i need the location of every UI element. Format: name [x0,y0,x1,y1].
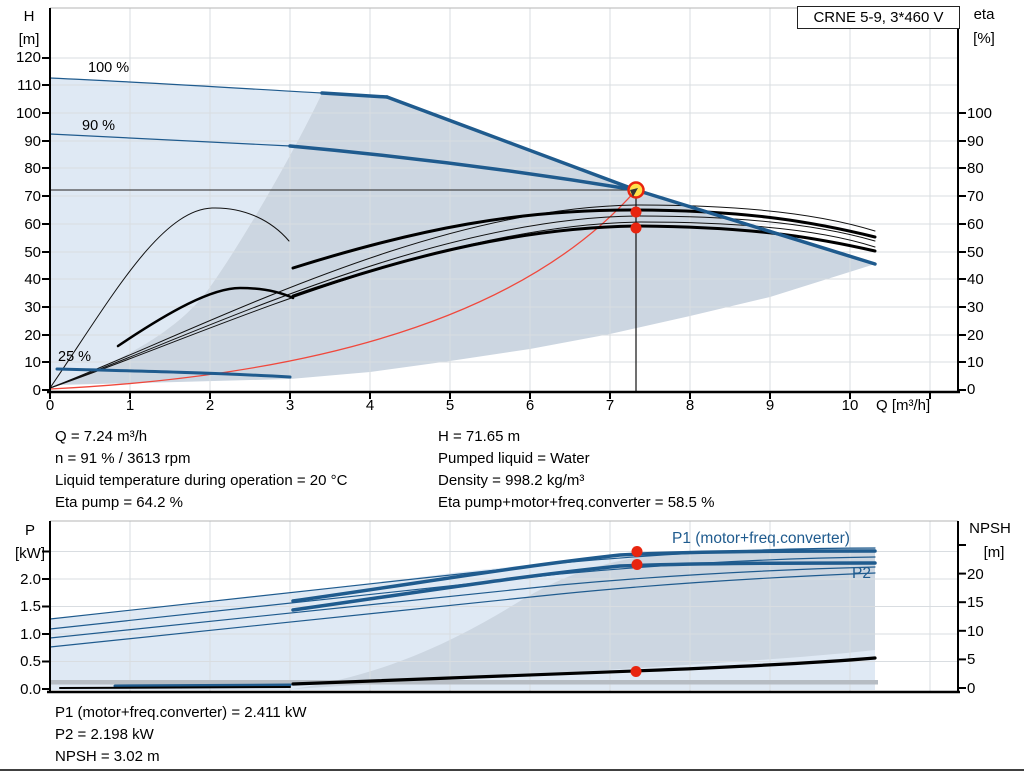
labels-H-axis: 120 [16,49,41,66]
labels-axis-titles-bottom: NPSH [969,520,1011,537]
p-curve-25pct [113,683,292,688]
labels-Q-axis: 1 [126,397,134,414]
labels-eta-axis: 60 [967,216,984,233]
curve-91pct-thick [288,144,638,192]
labels-axis-titles-bottom: [m] [984,544,1005,561]
labels-P-axis: 0.5 [20,653,41,670]
labels-NPSH-axis: 10 [967,623,984,640]
region-light-top [50,78,322,386]
labels-H-axis: 100 [16,105,41,122]
labels-eta-axis: 20 [967,327,984,344]
labels-P-axis: 2.0 [20,571,41,588]
labels-NPSH-axis: 0 [967,680,975,697]
eta-pump-curve-thick [291,208,877,270]
labels-Q-axis: 6 [526,397,534,414]
labels-P-axis: 1.5 [20,598,41,615]
curve-25pct-thick [55,367,292,379]
labels-eta-axis: 50 [967,244,984,261]
eta-arc-low-speed [49,207,290,389]
labels-Q-axis: 3 [286,397,294,414]
label-p1-curve: P1 (motor+freq.converter) [672,530,850,547]
labels-Q-axis: 2 [206,397,214,414]
npsh-duty-marker [630,666,642,677]
p2-curve-thick [291,561,877,612]
duty-info-speed: n = 91 % / 3613 rpm [55,450,191,467]
duty-info-eta-total: Eta pump+motor+freq.converter = 58.5 % [438,494,715,511]
labels-eta-axis: 90 [967,133,984,150]
p1-curve-thick [291,549,877,603]
labels-eta-axis: 0 [967,381,975,398]
labels-H-axis: 80 [24,160,41,177]
eta-curve-thin-3 [49,221,876,389]
labels-H-axis: 10 [24,354,41,371]
duty-info-eta-pump: Eta pump = 64.2 % [55,494,183,511]
labels-Q-axis: 5 [446,397,454,414]
eta-curve-thin-2 [49,215,876,389]
labels-axis-titles-bottom: P [25,522,35,539]
labels-H-axis: 40 [24,271,41,288]
curve-90pct-thin [49,133,291,147]
eta-pump-marker [630,206,642,218]
label-speed-curves: 90 % [82,118,115,134]
labels-axis-titles-top: H [24,8,35,25]
labels-NPSH-axis: 20 [967,566,984,583]
labels-H-axis: 30 [24,299,41,316]
labels-H-axis: 0 [33,382,41,399]
labels-eta-axis: 40 [967,271,984,288]
label-Q-unit: Q [m³/h] [876,397,930,414]
labels-NPSH-axis: 15 [967,594,984,611]
duty-info-q: Q = 7.24 m³/h [55,428,148,445]
labels-Q-axis: 4 [366,397,374,414]
duty-info-p1: P1 (motor+freq.converter) = 2.411 kW [55,704,307,721]
labels-P-axis: 0.0 [20,681,41,698]
labels-H-axis: 20 [24,327,41,344]
labels-eta-axis: 70 [967,188,984,205]
duty-cursor-icon [630,188,638,197]
curve-100pct-thick [320,91,389,99]
duty-info-liquid: Pumped liquid = Water [438,450,590,467]
region-envelope-bottom [293,548,875,689]
labels-Q-axis: 7 [606,397,614,414]
duty-info-p2: P2 = 2.198 kW [55,726,154,743]
pump-model-title: CRNE 5-9, 3*460 V [797,6,960,29]
curve-100pct-thin [49,77,323,94]
labels-H-axis: 90 [24,133,41,150]
duty-info-h: H = 71.65 m [438,428,521,445]
duty-info-temp: Liquid temperature during operation = 20… [55,472,348,489]
labels-eta-axis: 100 [967,105,992,122]
labels-axis-titles-bottom: [kW] [15,545,45,562]
system-curve [49,189,637,390]
labels-eta-axis: 10 [967,354,984,371]
duty-info-density: Density = 998.2 kg/m³ [438,472,585,489]
labels-eta-axis: 80 [967,160,984,177]
gray-band [50,680,878,685]
labels-Q-axis: 10 [842,397,859,414]
duty-info-npsh: NPSH = 3.02 m [55,748,160,765]
labels-P-axis: 1.0 [20,626,41,643]
labels-Q-axis: 9 [766,397,774,414]
label-p2-curve: P2 [852,565,871,582]
labels-H-axis: 50 [24,244,41,261]
eta-arc-low-speed-thick [116,286,295,348]
labels-axis-titles-top: [m] [19,31,40,48]
labels-H-axis: 70 [24,188,41,205]
p1-duty-marker [631,546,643,557]
p-curve-thin-4 [49,572,876,648]
labels-NPSH-axis: 5 [967,651,975,668]
labels-H-axis: 110 [17,77,41,94]
p2-duty-marker [631,559,643,570]
p-curve-thin-3 [49,566,876,639]
labels-eta-axis: 30 [967,299,984,316]
label-speed-curves: 25 % [58,349,91,365]
labels-H-axis: 60 [24,216,41,233]
labels-axis-titles-top: [%] [973,30,995,47]
npsh-curve-low [59,686,291,689]
labels-Q-axis: 8 [686,397,694,414]
labels-Q-axis: 0 [46,397,54,414]
label-speed-curves: 100 % [88,60,129,76]
eta-total-marker [630,222,642,234]
labels-axis-titles-top: eta [974,6,996,23]
